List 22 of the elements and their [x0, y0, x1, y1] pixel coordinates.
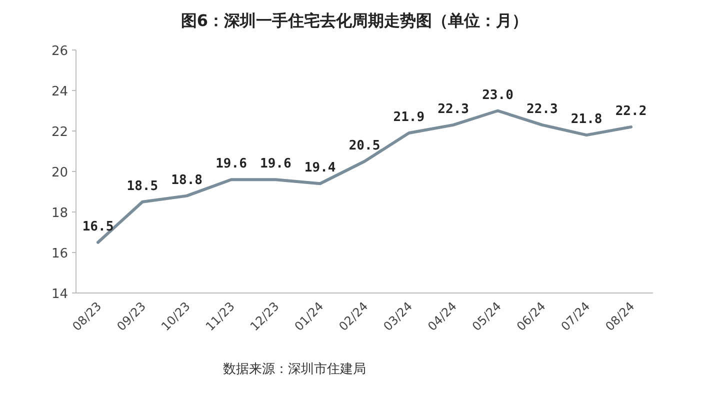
text: 23.0: [482, 88, 514, 103]
text: 21.9: [393, 110, 425, 126]
text: 19.6: [260, 156, 292, 172]
text: 22.3: [438, 102, 469, 117]
text: 19.6: [216, 156, 247, 172]
text: 20.5: [348, 138, 380, 154]
source-note: 数据来源：深圳市住建局: [223, 362, 366, 377]
text: 22.3: [526, 102, 558, 117]
y-tick-label: 16: [51, 246, 68, 262]
y-tick-label: 18: [51, 206, 68, 221]
chart-title: 图6：深圳一手住宅去化周期走势图（单位：月）: [180, 11, 528, 30]
text: 19.4: [304, 160, 336, 176]
y-tick-label: 22: [51, 125, 68, 140]
text: 22.2: [615, 104, 647, 119]
y-tick-label: 24: [51, 84, 68, 100]
text: 16.5: [82, 219, 114, 234]
text: 21.8: [570, 112, 602, 128]
text: 18.8: [171, 172, 202, 188]
y-tick-label: 20: [51, 166, 68, 180]
text: 18.5: [126, 178, 158, 194]
y-tick-label: 14: [51, 287, 68, 302]
y-tick-label: 26: [51, 44, 68, 59]
